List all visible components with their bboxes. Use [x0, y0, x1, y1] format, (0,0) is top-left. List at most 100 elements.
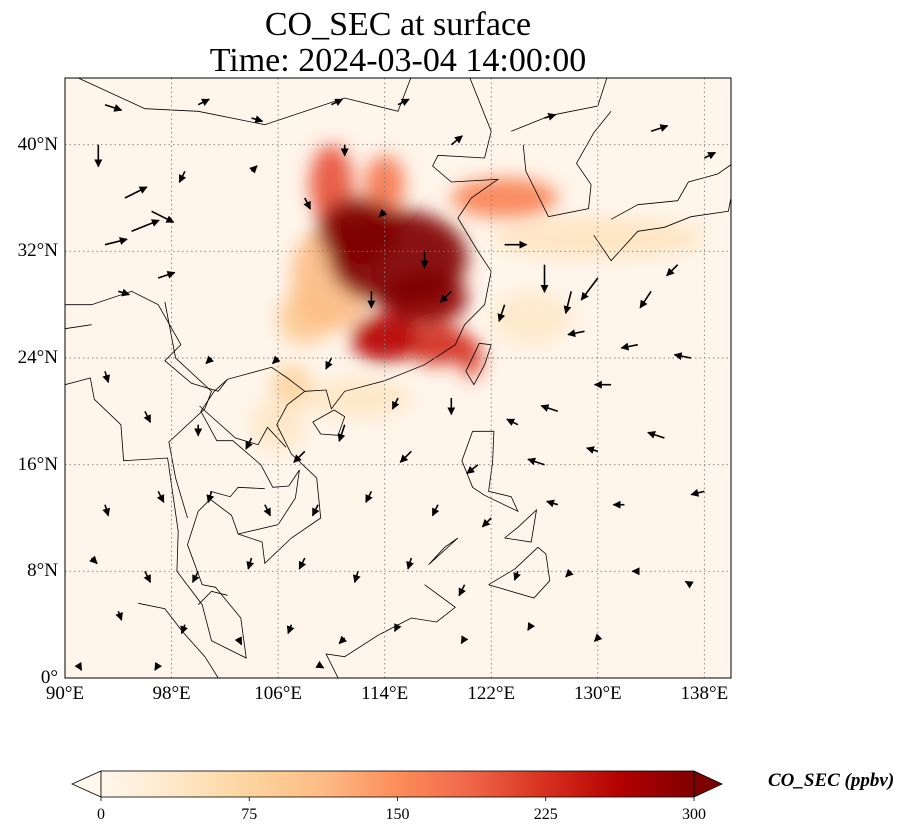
wind-vector-2: [151, 210, 175, 224]
co-plume-15: [318, 198, 398, 265]
wind-vector-64: [89, 555, 98, 565]
colorbar-extend-max: [693, 770, 723, 798]
wind-vector-26: [563, 291, 572, 315]
wind-vector-69: [352, 571, 361, 584]
lon-tick-130: 130°E: [573, 683, 622, 704]
wind-vector-7: [104, 103, 123, 112]
map-frame: [64, 77, 732, 679]
wind-vector-52: [647, 430, 665, 439]
lat-tick-40: 40°N: [17, 133, 58, 155]
wind-vector-32: [620, 342, 638, 351]
wind-vector-57: [431, 504, 440, 517]
wind-vector-85: [74, 661, 83, 671]
colorbar-tick-225: 225: [533, 806, 558, 823]
wind-vector-39: [337, 424, 346, 442]
wind-vector-61: [206, 491, 215, 504]
coastline-6: [461, 430, 519, 513]
lon-tick-98: 98°E: [152, 683, 191, 704]
wind-vector-62: [156, 490, 165, 504]
colorbar: [100, 770, 695, 798]
co-plume-0: [491, 291, 572, 345]
map-title: CO_SEC at surface: [264, 6, 532, 43]
wind-vector-86: [154, 661, 163, 671]
wind-vector-36: [506, 418, 519, 426]
lon-tick-106: 106°E: [254, 683, 302, 704]
wind-vector-16: [704, 151, 717, 160]
map-time: Time: 2024-03-04 14:00:00: [209, 42, 587, 79]
wind-vector-6: [118, 288, 131, 297]
coastline-10: [428, 537, 459, 565]
wind-vector-77: [180, 624, 188, 635]
wind-vector-81: [393, 623, 402, 633]
wind-vector-67: [246, 557, 255, 570]
wind-vector-29: [666, 264, 679, 277]
wind-vector-17: [178, 170, 187, 184]
coastline-16: [210, 486, 265, 498]
wind-vector-40: [293, 450, 306, 463]
colorbar-label: CO_SEC (ppbv): [768, 770, 895, 791]
wind-vector-73: [565, 568, 574, 578]
wind-vector-55: [546, 499, 559, 508]
wind-vector-58: [365, 490, 373, 504]
coastline-8: [488, 546, 551, 599]
wind-vector-33: [673, 352, 692, 361]
coastline-5: [312, 409, 346, 436]
wind-vector-38: [391, 397, 400, 410]
wind-vector-27: [580, 277, 599, 301]
wind-vector-56: [481, 517, 492, 528]
wind-vector-31: [567, 329, 585, 338]
coastline-1: [522, 111, 612, 218]
wind-vector-63: [102, 504, 111, 517]
lon-tick-114: 114°E: [361, 683, 409, 704]
coastline-2: [593, 197, 731, 262]
wind-vector-65: [143, 570, 152, 584]
wind-vector-79: [286, 624, 295, 635]
colorbar-tick-0: 0: [97, 806, 105, 823]
wind-vector-84: [593, 633, 603, 642]
wind-vector-51: [586, 446, 599, 454]
wind-vector-46: [272, 355, 281, 365]
coastline-0: [65, 78, 500, 659]
co-plume-2: [304, 378, 412, 418]
wind-vector-35: [540, 404, 559, 413]
wind-vector-43: [143, 410, 152, 424]
colorbar-tick-150: 150: [385, 806, 410, 823]
wind-vector-87: [315, 660, 325, 669]
wind-vector-80: [338, 635, 348, 645]
wind-vector-53: [690, 488, 705, 497]
wind-vector-10: [331, 98, 344, 106]
lat-tick-16: 16°N: [17, 453, 58, 475]
wind-vector-83: [527, 621, 536, 631]
colorbar-tick-300: 300: [682, 806, 706, 823]
wind-vector-8: [197, 98, 210, 106]
wind-vector-30: [497, 304, 506, 322]
wind-vector-41: [245, 437, 253, 450]
coastline-19: [511, 78, 608, 132]
lat-tick-32: 32°N: [17, 240, 58, 262]
wind-vector-44: [102, 371, 111, 384]
wind-vector-47: [325, 357, 333, 370]
lat-tick-0: 0°: [40, 667, 58, 688]
wind-vector-19: [303, 197, 312, 210]
wind-vector-5: [157, 270, 176, 279]
wind-vector-76: [115, 611, 123, 621]
wind-vector-13: [450, 135, 463, 146]
wind-vector-50: [527, 457, 545, 466]
wind-vector-71: [458, 584, 466, 597]
wind-vector-1: [124, 186, 148, 199]
wind-vector-3: [131, 219, 160, 233]
lat-tick-8: 8°N: [27, 560, 58, 582]
wind-vector-78: [234, 636, 243, 646]
co-plume-8: [364, 155, 405, 215]
wind-vector-75: [684, 580, 694, 589]
wind-vector-20: [378, 208, 388, 218]
coastline-7: [504, 508, 538, 543]
co-plume-12: [351, 314, 418, 362]
coastline-20: [197, 590, 228, 605]
coastline-13: [164, 301, 212, 519]
wind-vector-14: [544, 112, 557, 121]
wind-vector-68: [298, 557, 307, 570]
lon-tick-138: 138°E: [680, 683, 729, 704]
coastline-14: [200, 379, 300, 535]
